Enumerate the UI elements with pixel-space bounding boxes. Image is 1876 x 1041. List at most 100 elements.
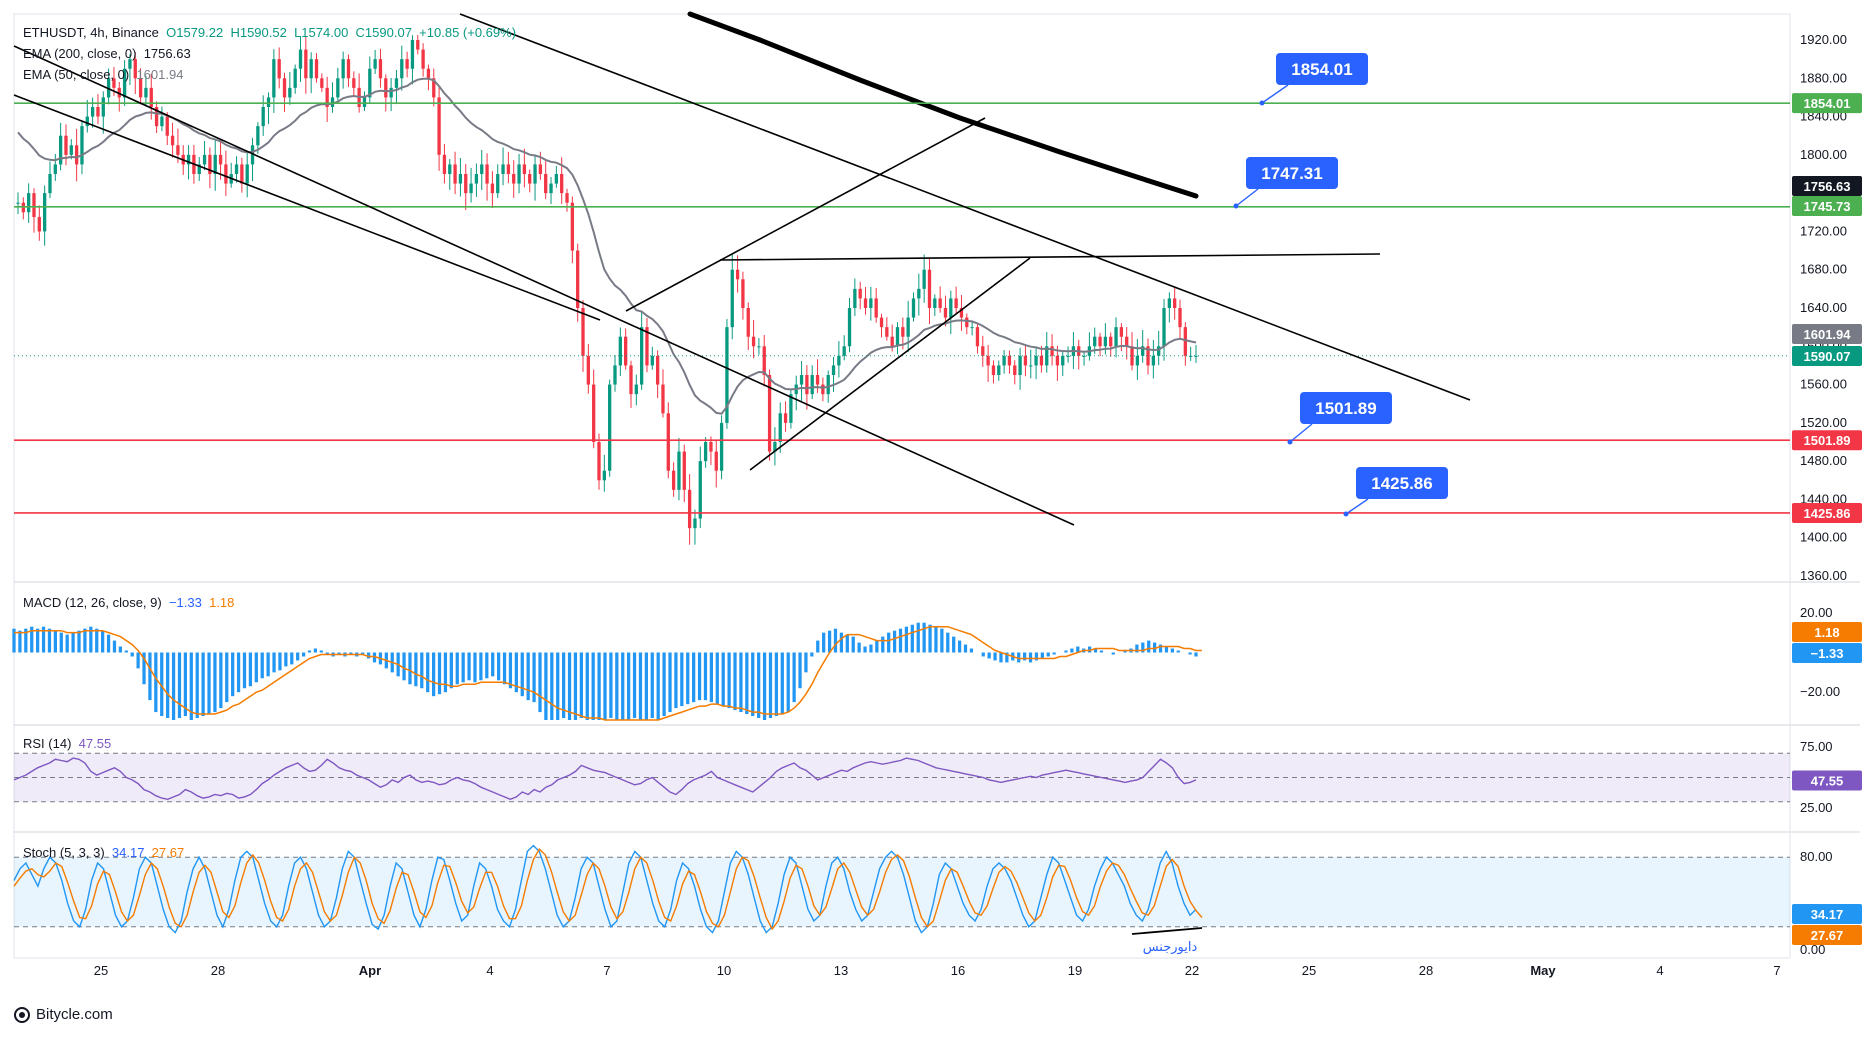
- candle-body: [474, 174, 479, 184]
- candle-body: [751, 336, 756, 347]
- callout-pointer: [1261, 84, 1289, 104]
- candle-body: [938, 298, 942, 308]
- candle-body: [629, 365, 633, 395]
- candle-body: [869, 298, 873, 308]
- candle-body: [1103, 336, 1108, 347]
- candle-body: [592, 384, 596, 442]
- candle-body: [496, 174, 500, 194]
- candle-body: [874, 298, 878, 318]
- callout-box: [1356, 467, 1448, 499]
- price-tick-label: 1480.00: [1800, 453, 1847, 468]
- candle-body: [544, 174, 548, 194]
- candle-body: [879, 317, 884, 328]
- callout-pointer: [1235, 188, 1259, 207]
- candle-body: [991, 365, 996, 375]
- candle-body: [144, 87, 148, 98]
- callout-anchor: [1259, 100, 1265, 106]
- price-tick-label: 1360.00: [1800, 568, 1847, 583]
- trendline: [749, 257, 1031, 471]
- candle-body: [384, 78, 388, 98]
- candle-body: [986, 355, 990, 366]
- time-tick-label: 25: [94, 963, 108, 978]
- footer-brand[interactable]: Bitycle.com: [14, 1006, 113, 1023]
- ema200-label: EMA (200, close, 0): [23, 46, 137, 61]
- candle-body: [714, 451, 718, 471]
- chart-frame: [13, 13, 1791, 959]
- stoch-tick-label: 0.00: [1800, 942, 1825, 957]
- candle-body: [1151, 355, 1156, 366]
- callout-pointer: [1289, 423, 1313, 443]
- candle-body: [618, 336, 622, 366]
- candle-body: [58, 135, 63, 165]
- price-tick-label: 1880.00: [1800, 70, 1847, 85]
- candle-body: [1098, 336, 1102, 347]
- candle-body: [746, 308, 750, 337]
- ema50-label: EMA (50, close, 0): [23, 67, 130, 82]
- macd-badge-label: −1.33: [1811, 646, 1844, 661]
- stoch-d-value: 27.67: [151, 845, 185, 860]
- candle-body: [1114, 327, 1118, 347]
- candle-body: [1130, 346, 1134, 366]
- macd-badge: [1792, 643, 1862, 663]
- candle-body: [666, 413, 670, 471]
- candle-body: [320, 78, 324, 88]
- candle-body: [1162, 308, 1166, 347]
- callout-box: [1276, 53, 1368, 85]
- callout-pointer: [1345, 498, 1369, 515]
- candle-body: [1066, 355, 1070, 357]
- candle-body: [368, 68, 372, 98]
- candle-body: [842, 346, 846, 356]
- candle-body: [943, 308, 948, 318]
- rsi-legend: RSI (14) 47.55: [23, 735, 111, 752]
- callout-box: [1300, 392, 1392, 424]
- time-tick-label: 4: [1656, 963, 1663, 978]
- candle-body: [186, 154, 191, 165]
- candle-body: [895, 327, 900, 347]
- price-tick-label: 1920.00: [1800, 32, 1847, 47]
- candle-body: [1039, 355, 1044, 366]
- candle-body: [426, 68, 431, 79]
- candle-body: [970, 327, 974, 329]
- price-badge: [1792, 93, 1862, 114]
- candle-body: [176, 145, 180, 155]
- price-badge-label: 1854.01: [1804, 96, 1851, 111]
- candle-body: [597, 442, 601, 481]
- candle-body: [911, 298, 916, 318]
- candle-body: [1029, 365, 1033, 367]
- candle-body: [149, 87, 153, 107]
- candle-body: [96, 107, 100, 117]
- candle-body: [853, 288, 857, 308]
- candle-body: [261, 107, 265, 127]
- candle-body: [981, 346, 985, 356]
- price-badge: [1792, 502, 1862, 523]
- price-badge-label: 1590.07: [1804, 349, 1851, 364]
- candle-body: [101, 97, 105, 117]
- candle-body: [528, 174, 532, 184]
- change-value: +10.85 (+0.69%): [419, 25, 517, 40]
- callout-label: 1747.31: [1261, 164, 1322, 183]
- candle-body: [613, 365, 617, 385]
- macd-tick-label: 20.00: [1800, 605, 1833, 620]
- candle-body: [826, 375, 830, 395]
- stoch-label: Stoch (5, 3, 3): [23, 845, 105, 860]
- candle-body: [815, 375, 820, 385]
- candle-body: [122, 68, 127, 98]
- candle-body: [469, 183, 473, 194]
- candle-body: [1135, 355, 1140, 366]
- candle-body: [1002, 355, 1006, 366]
- candle-body: [837, 355, 841, 366]
- candle-body: [1173, 298, 1177, 308]
- callout-anchor: [1287, 439, 1293, 445]
- candle-body: [778, 413, 782, 442]
- callout-box: [1246, 157, 1338, 189]
- candle-body: [741, 279, 745, 308]
- price-badge: [1792, 346, 1862, 366]
- candle-body: [757, 346, 761, 348]
- candle-body: [442, 154, 447, 174]
- candle-body: [85, 116, 89, 127]
- candle-body: [560, 174, 564, 194]
- candle-body: [64, 135, 68, 155]
- low-value: L1574.00: [294, 25, 349, 40]
